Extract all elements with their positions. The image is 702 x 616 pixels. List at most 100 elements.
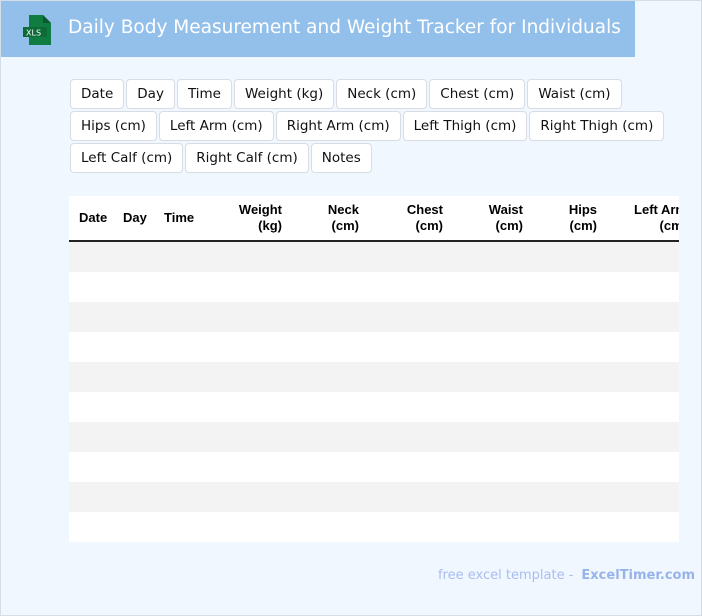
table-cell[interactable]: [292, 482, 369, 512]
table-cell[interactable]: [453, 362, 533, 392]
table-cell[interactable]: [607, 392, 679, 422]
table-cell[interactable]: [292, 392, 369, 422]
table-cell[interactable]: [154, 332, 201, 362]
column-chip[interactable]: Date: [70, 79, 125, 109]
table-cell[interactable]: [607, 422, 679, 452]
table-cell[interactable]: [453, 241, 533, 272]
table-cell[interactable]: [113, 512, 154, 542]
footer-brand-link[interactable]: ExcelTimer.com: [581, 568, 696, 583]
table-cell[interactable]: [292, 272, 369, 302]
column-chip[interactable]: Hips (cm): [70, 111, 157, 141]
table-cell[interactable]: [369, 272, 453, 302]
table-cell[interactable]: [533, 422, 607, 452]
table-cell[interactable]: [113, 392, 154, 422]
table-cell[interactable]: [453, 332, 533, 362]
table-cell[interactable]: [533, 362, 607, 392]
table-cell[interactable]: [292, 362, 369, 392]
table-cell[interactable]: [292, 452, 369, 482]
column-chip[interactable]: Left Calf (cm): [70, 143, 184, 173]
table-cell[interactable]: [533, 512, 607, 542]
table-cell[interactable]: [154, 392, 201, 422]
table-cell[interactable]: [453, 422, 533, 452]
table-cell[interactable]: [607, 452, 679, 482]
column-chip[interactable]: Day: [126, 79, 175, 109]
column-chip[interactable]: Left Arm (cm): [158, 111, 274, 141]
table-cell[interactable]: [154, 452, 201, 482]
table-cell[interactable]: [533, 302, 607, 332]
table-cell[interactable]: [607, 512, 679, 542]
table-cell[interactable]: [201, 302, 292, 332]
table-cell[interactable]: [69, 332, 113, 362]
table-cell[interactable]: [69, 272, 113, 302]
table-cell[interactable]: [69, 241, 113, 272]
table-cell[interactable]: [369, 452, 453, 482]
table-cell[interactable]: [69, 302, 113, 332]
table-cell[interactable]: [113, 452, 154, 482]
table-cell[interactable]: [369, 482, 453, 512]
table-cell[interactable]: [201, 392, 292, 422]
table-cell[interactable]: [201, 332, 292, 362]
table-cell[interactable]: [69, 422, 113, 452]
table-cell[interactable]: [453, 512, 533, 542]
table-cell[interactable]: [292, 422, 369, 452]
table-cell[interactable]: [369, 422, 453, 452]
table-cell[interactable]: [113, 302, 154, 332]
table-cell[interactable]: [69, 512, 113, 542]
table-cell[interactable]: [201, 362, 292, 392]
table-cell[interactable]: [113, 482, 154, 512]
table-cell[interactable]: [201, 482, 292, 512]
column-chip[interactable]: Right Calf (cm): [185, 143, 309, 173]
table-cell[interactable]: [201, 422, 292, 452]
table-cell[interactable]: [201, 272, 292, 302]
table-cell[interactable]: [154, 512, 201, 542]
table-cell[interactable]: [154, 302, 201, 332]
table-cell[interactable]: [453, 392, 533, 422]
column-chip[interactable]: Chest (cm): [429, 79, 526, 109]
table-cell[interactable]: [453, 452, 533, 482]
table-cell[interactable]: [607, 302, 679, 332]
column-chip[interactable]: Time: [176, 79, 232, 109]
table-cell[interactable]: [154, 482, 201, 512]
table-cell[interactable]: [533, 452, 607, 482]
table-cell[interactable]: [113, 332, 154, 362]
table-cell[interactable]: [292, 512, 369, 542]
column-chip[interactable]: Weight (kg): [234, 79, 335, 109]
table-cell[interactable]: [69, 482, 113, 512]
table-cell[interactable]: [69, 452, 113, 482]
table-cell[interactable]: [69, 392, 113, 422]
table-cell[interactable]: [201, 512, 292, 542]
table-cell[interactable]: [607, 362, 679, 392]
table-cell[interactable]: [607, 272, 679, 302]
table-cell[interactable]: [369, 302, 453, 332]
column-chip[interactable]: Neck (cm): [336, 79, 428, 109]
table-cell[interactable]: [607, 332, 679, 362]
table-cell[interactable]: [607, 241, 679, 272]
table-cell[interactable]: [607, 482, 679, 512]
table-cell[interactable]: [369, 241, 453, 272]
table-cell[interactable]: [113, 362, 154, 392]
table-cell[interactable]: [154, 362, 201, 392]
table-cell[interactable]: [453, 272, 533, 302]
column-chip[interactable]: Right Thigh (cm): [529, 111, 665, 141]
table-cell[interactable]: [292, 241, 369, 272]
table-cell[interactable]: [69, 362, 113, 392]
table-cell[interactable]: [533, 272, 607, 302]
table-cell[interactable]: [113, 241, 154, 272]
column-chip[interactable]: Right Arm (cm): [275, 111, 401, 141]
table-cell[interactable]: [201, 452, 292, 482]
table-cell[interactable]: [113, 422, 154, 452]
table-cell[interactable]: [533, 241, 607, 272]
table-cell[interactable]: [369, 362, 453, 392]
column-chip[interactable]: Left Thigh (cm): [402, 111, 528, 141]
column-chip[interactable]: Notes: [310, 143, 372, 173]
table-cell[interactable]: [369, 392, 453, 422]
table-cell[interactable]: [369, 332, 453, 362]
table-cell[interactable]: [154, 241, 201, 272]
column-chip[interactable]: Waist (cm): [527, 79, 622, 109]
table-cell[interactable]: [154, 272, 201, 302]
table-cell[interactable]: [453, 482, 533, 512]
table-cell[interactable]: [113, 272, 154, 302]
table-cell[interactable]: [369, 512, 453, 542]
table-cell[interactable]: [533, 482, 607, 512]
table-cell[interactable]: [201, 241, 292, 272]
